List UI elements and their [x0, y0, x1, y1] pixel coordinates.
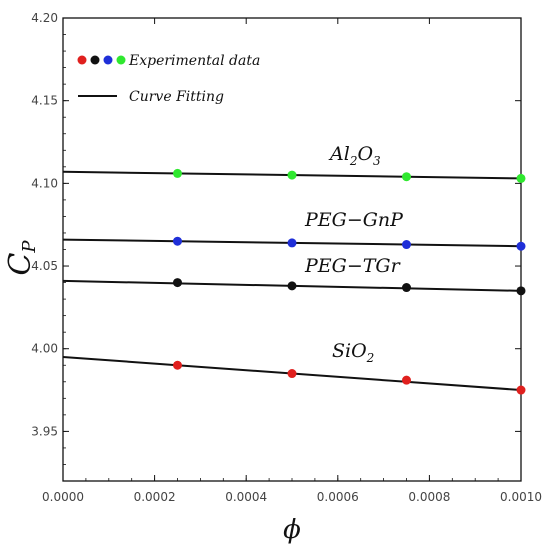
- data-point-peg-gnp: [287, 238, 297, 248]
- data-point-peg-tgr: [287, 281, 297, 291]
- series-label-peg-tgr: PEG−TGr: [304, 255, 402, 277]
- legend-points-label: Experimental data: [128, 53, 260, 69]
- data-point-peg-tgr: [173, 278, 182, 288]
- data-point-peg-tgr: [516, 286, 526, 296]
- x-axis-title: ϕ: [283, 515, 301, 545]
- y-tick-label: 4.15: [31, 94, 58, 108]
- series-label-peg-gnp: PEG−GnP: [304, 209, 404, 231]
- y-tick-label: 4.20: [31, 11, 58, 25]
- legend-line-label: Curve Fitting: [129, 89, 224, 105]
- series-labels: Al2O3 PEG−GnP PEG−TGr SiO2: [304, 143, 404, 365]
- data-point-al2o3: [402, 172, 411, 182]
- y-tick-label: 3.95: [31, 424, 58, 438]
- data-point-peg-tgr: [402, 283, 411, 293]
- y-axis-title: CP: [3, 240, 40, 276]
- data-point-peg-gnp: [516, 241, 526, 251]
- legend: Experimental data Curve Fitting: [77, 53, 260, 105]
- al2o3-label-al: Al: [328, 143, 350, 165]
- legend-dot: [77, 55, 87, 65]
- y-tick-label: 4.05: [31, 259, 58, 273]
- data-point-al2o3: [287, 170, 297, 180]
- data-point-al2o3: [516, 173, 526, 183]
- legend-dot: [116, 55, 126, 65]
- data-point-sio2: [173, 360, 182, 370]
- y-tick-label: 4.00: [31, 342, 58, 356]
- sio2-label-sio: SiO: [332, 340, 367, 362]
- y-axis-title-main: C: [3, 253, 38, 276]
- y-tick-label: 4.10: [31, 176, 58, 190]
- data-point-sio2: [402, 375, 411, 385]
- data-point-peg-gnp: [173, 236, 182, 246]
- al2o3-label-o: O: [357, 143, 373, 165]
- data-points: [173, 168, 526, 395]
- x-tick-label: 0.0008: [408, 490, 450, 504]
- sio2-label-sub1: 2: [366, 351, 375, 365]
- data-point-sio2: [287, 369, 297, 379]
- series-label-al2o3: Al2O3: [328, 143, 381, 168]
- x-axis-ticks: 0.0000 0.0002 0.0004 0.0006 0.0008 0.0010: [42, 18, 542, 504]
- fit-lines: [62, 170, 522, 392]
- series-label-sio2: SiO2: [332, 340, 374, 365]
- y-axis-title-subscript: P: [19, 240, 40, 254]
- data-point-peg-gnp: [402, 240, 411, 250]
- data-point-al2o3: [173, 168, 182, 178]
- x-tick-label: 0.0006: [317, 490, 359, 504]
- al2o3-label-sub1: 2: [349, 154, 358, 168]
- legend-dots: [77, 55, 126, 65]
- plot-frame: [62, 17, 522, 482]
- legend-dot: [103, 55, 113, 65]
- data-point-sio2: [516, 385, 526, 395]
- legend-dot: [90, 55, 100, 65]
- x-tick-label: 0.0004: [225, 490, 267, 504]
- al2o3-label-sub2: 3: [373, 154, 381, 168]
- x-tick-label: 0.0000: [42, 490, 84, 504]
- x-tick-label: 0.0010: [500, 490, 542, 504]
- y-axis-ticks: 3.95 4.00 4.05 4.10 4.15 4.20: [31, 11, 521, 482]
- x-tick-label: 0.0002: [134, 490, 176, 504]
